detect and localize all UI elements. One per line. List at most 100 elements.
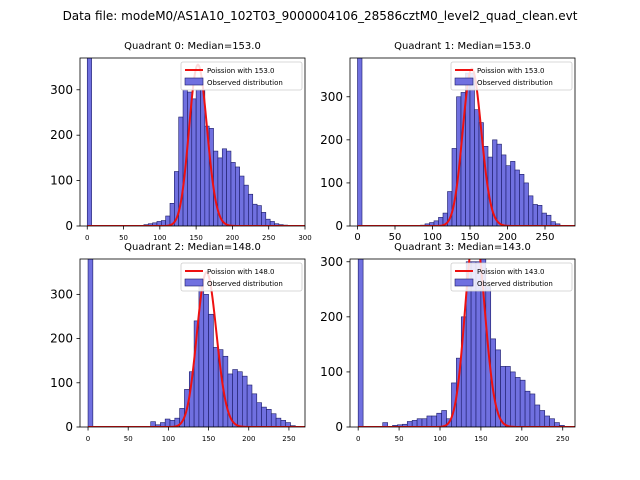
histogram-bar bbox=[246, 384, 253, 427]
subplot-quadrant-3: Quadrant 3: Median=143.0 0 50 100 150 200 250 0… bbox=[320, 242, 576, 443]
x-tick-label: 250 bbox=[262, 234, 275, 242]
histogram-bar bbox=[555, 223, 561, 226]
subplot-title: Quadrant 0: Median=153.0 bbox=[124, 41, 261, 52]
histogram-bar bbox=[266, 409, 272, 427]
histogram-bar bbox=[251, 393, 258, 427]
y-tick-label: 200 bbox=[320, 310, 343, 324]
legend-label-poisson: Poission with 153.0 bbox=[477, 67, 545, 75]
histogram-bar bbox=[426, 415, 433, 427]
legend-bar-swatch bbox=[454, 77, 474, 86]
histogram-bar bbox=[226, 150, 232, 226]
histogram-bar bbox=[239, 175, 245, 226]
histogram-bar bbox=[243, 184, 249, 226]
histogram-bar bbox=[532, 204, 538, 226]
subplot-title: Quadrant 2: Median=148.0 bbox=[124, 242, 261, 253]
histogram-bar bbox=[230, 162, 236, 226]
y-tick-label: 200 bbox=[50, 128, 73, 142]
plot-area bbox=[357, 58, 575, 226]
histogram-bar bbox=[474, 109, 480, 226]
histogram-bar bbox=[510, 161, 516, 226]
y-tick-label: 300 bbox=[50, 83, 73, 97]
legend-box bbox=[450, 61, 573, 91]
axes-frame bbox=[79, 258, 306, 428]
histogram-bar bbox=[523, 182, 529, 226]
histogram-bar bbox=[510, 371, 516, 427]
legend-label-observed: Observed distribution bbox=[207, 79, 283, 87]
subplot-quadrant-0: Quadrant 0: Median=153.0 0 50 100 150 200 250 3… bbox=[50, 41, 312, 242]
legend-box bbox=[450, 262, 573, 292]
subplot-grid: Quadrant 0: Median=153.0 0 50 100 150 200 250 3… bbox=[50, 41, 576, 443]
histogram-bar bbox=[200, 89, 206, 226]
subplot-title: Quadrant 1: Median=153.0 bbox=[394, 41, 531, 52]
histogram-bar bbox=[528, 195, 534, 226]
x-tick-label: 200 bbox=[498, 232, 517, 243]
histogram-bar bbox=[235, 166, 240, 226]
legend-bar-swatch bbox=[454, 278, 474, 287]
histogram-bar bbox=[256, 205, 262, 226]
histogram-bar bbox=[539, 410, 546, 427]
x-tick-label: 150 bbox=[474, 435, 487, 443]
x-tick-label: 250 bbox=[282, 435, 295, 443]
axes-frame bbox=[349, 57, 576, 227]
x-tick-label: 0 bbox=[356, 435, 360, 443]
histogram-bar bbox=[357, 259, 364, 427]
x-tick-label: 50 bbox=[119, 234, 128, 242]
histogram-bar bbox=[519, 174, 525, 226]
y-tick-label: 100 bbox=[50, 376, 73, 390]
subplot-quadrant-1: Quadrant 1: Median=153.0 0 50 100 150 200 250 0… bbox=[320, 41, 576, 243]
x-tick-label: 0 bbox=[85, 234, 89, 242]
legend-bar-swatch bbox=[184, 278, 204, 287]
histogram-bar bbox=[261, 406, 267, 427]
subplot-title: Quadrant 3: Median=143.0 bbox=[394, 242, 531, 253]
legend-label-poisson: Poission with 148.0 bbox=[207, 268, 275, 276]
histogram-bar bbox=[213, 347, 219, 427]
histogram-bar bbox=[275, 417, 282, 427]
y-tick-label: 300 bbox=[320, 90, 343, 104]
histogram-bar bbox=[203, 294, 209, 427]
y-tick-label: 300 bbox=[320, 255, 343, 269]
histogram-bar bbox=[357, 58, 363, 226]
y-tick-label: 0 bbox=[335, 420, 343, 434]
y-tick-label: 0 bbox=[65, 420, 73, 434]
histogram-bar bbox=[496, 143, 502, 226]
x-tick-label: 50 bbox=[395, 435, 404, 443]
histogram-bar bbox=[86, 58, 92, 226]
histogram-bar bbox=[87, 259, 94, 427]
x-tick-label: 200 bbox=[242, 435, 255, 443]
x-tick-label: 200 bbox=[515, 435, 528, 443]
histogram-bar bbox=[270, 413, 277, 427]
x-tick-label: 50 bbox=[124, 435, 133, 443]
histogram-bar bbox=[505, 165, 511, 226]
legend: Poission with 148.0 Observed distribution bbox=[180, 262, 303, 292]
y-tick-label: 200 bbox=[50, 332, 73, 346]
histogram-bar bbox=[195, 89, 201, 226]
poisson-curve bbox=[88, 271, 305, 427]
x-tick-label: 250 bbox=[535, 232, 554, 243]
legend-label-poisson: Poission with 153.0 bbox=[207, 67, 275, 75]
histogram-bar bbox=[519, 379, 526, 427]
x-tick-label: 0 bbox=[354, 232, 360, 243]
x-tick-label: 100 bbox=[423, 232, 442, 243]
histogram-bar bbox=[469, 72, 475, 226]
histogram-bar bbox=[208, 313, 214, 427]
y-tick-label: 200 bbox=[320, 133, 343, 147]
histogram-bar bbox=[514, 377, 521, 427]
histogram-bar bbox=[431, 415, 438, 427]
histogram-bar bbox=[541, 212, 547, 226]
y-tick-label: 0 bbox=[65, 219, 73, 233]
histogram-bar bbox=[529, 393, 536, 427]
histogram-bar bbox=[252, 203, 258, 226]
legend-label-observed: Observed distribution bbox=[477, 280, 553, 288]
legend-label-observed: Observed distribution bbox=[477, 79, 553, 87]
legend-box bbox=[180, 262, 303, 292]
legend-bar-swatch bbox=[184, 77, 204, 86]
histogram-bar bbox=[421, 418, 428, 427]
legend: Poission with 143.0 Observed distribution bbox=[450, 262, 573, 292]
histogram-bar bbox=[191, 98, 197, 226]
y-tick-label: 0 bbox=[335, 219, 343, 233]
histogram-bar bbox=[221, 148, 227, 226]
histogram-bar bbox=[436, 412, 442, 427]
histogram-bar bbox=[265, 218, 271, 226]
y-tick-label: 100 bbox=[320, 176, 343, 190]
x-tick-label: 100 bbox=[433, 435, 446, 443]
